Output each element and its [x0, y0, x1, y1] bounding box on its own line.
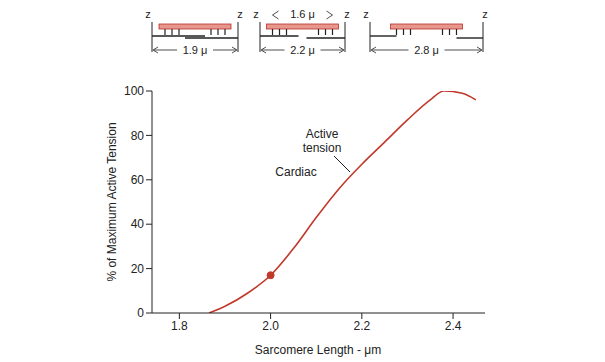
svg-text:2.2 μ: 2.2 μ	[290, 44, 315, 56]
svg-text:z: z	[344, 8, 350, 20]
svg-text:2.8 μ: 2.8 μ	[414, 44, 439, 56]
svg-text:60: 60	[131, 173, 145, 187]
svg-text:2.0: 2.0	[262, 319, 279, 333]
svg-text:% of Maximum Active Tension: % of Maximum Active Tension	[105, 122, 119, 281]
svg-text:z: z	[253, 8, 259, 20]
svg-text:1.6 μ: 1.6 μ	[290, 8, 315, 20]
svg-text:1.9 μ: 1.9 μ	[183, 44, 208, 56]
svg-text:20: 20	[131, 262, 145, 276]
svg-text:Activetension: Activetension	[303, 127, 342, 155]
svg-text:z: z	[237, 8, 243, 20]
svg-text:Sarcomere Length - μm: Sarcomere Length - μm	[255, 343, 381, 357]
svg-text:80: 80	[131, 129, 145, 143]
svg-text:0: 0	[137, 306, 144, 320]
svg-text:2.4: 2.4	[445, 319, 462, 333]
svg-text:z: z	[482, 8, 488, 20]
svg-text:100: 100	[124, 84, 144, 98]
svg-text:2.2: 2.2	[353, 319, 370, 333]
svg-text:Cardiac: Cardiac	[275, 165, 316, 179]
svg-text:1.8: 1.8	[171, 319, 188, 333]
svg-text:z: z	[363, 8, 369, 20]
svg-text:z: z	[145, 8, 151, 20]
svg-text:40: 40	[131, 217, 145, 231]
